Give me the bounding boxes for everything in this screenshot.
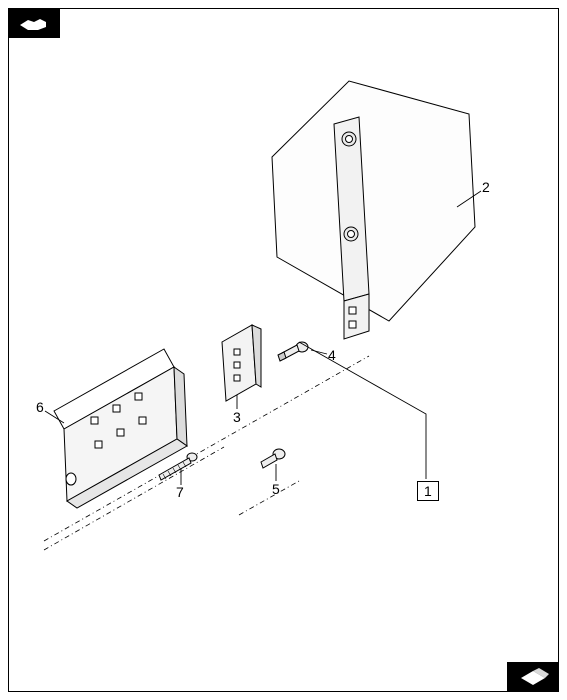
part-5-bolt (261, 449, 285, 468)
diagram-area: 1 2 3 4 5 6 7 (9, 9, 558, 691)
part-6-plate (54, 349, 187, 508)
callout-1: 1 (417, 481, 439, 501)
callout-4: 4 (328, 347, 336, 363)
callout-7: 7 (176, 484, 184, 500)
exploded-view-svg (9, 9, 558, 691)
callout-3: 3 (233, 409, 241, 425)
callout-2: 2 (482, 179, 490, 195)
part-3-clip (222, 325, 261, 401)
callout-5: 5 (272, 481, 280, 497)
callout-6: 6 (36, 399, 44, 415)
part-2-shield (272, 81, 475, 339)
